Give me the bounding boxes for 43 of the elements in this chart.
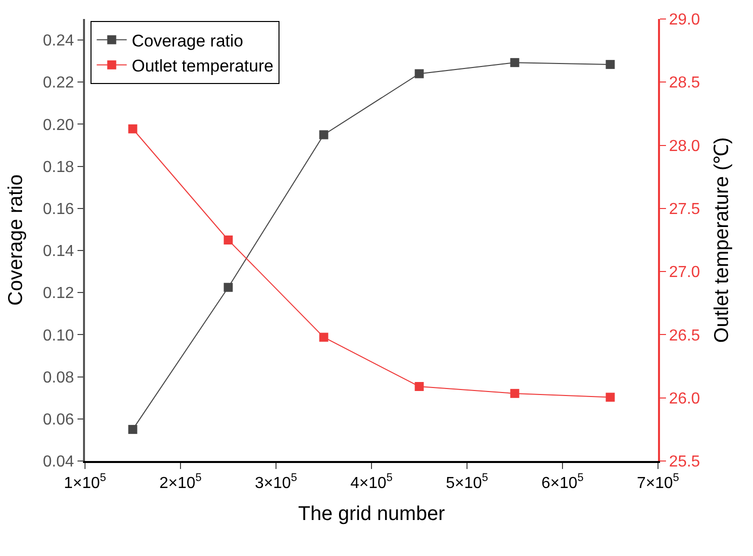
point: [510, 388, 520, 398]
legend-label: Coverage ratio: [132, 31, 244, 50]
y-tick-label: 0.22: [42, 74, 74, 92]
y-tick-label: 0.18: [42, 158, 74, 176]
point: [319, 130, 328, 140]
point: [414, 69, 424, 78]
y2-tick-label: 27.0: [668, 264, 700, 282]
x-tick-label: 6×10$^{5}$: [541, 472, 584, 492]
y-tick-label: 0.06: [42, 412, 74, 428]
point: [128, 124, 138, 134]
x-tick-label: 1×10$^{5}$: [64, 472, 106, 492]
x-tick-label: 7×10$^{5}$: [636, 472, 680, 492]
point: [224, 282, 233, 292]
y2-axis-title: Outlet temperature (℃): [711, 137, 734, 343]
point: [606, 392, 615, 402]
y-tick-label: 0.12: [42, 285, 74, 302]
y2-tick-label: 25.5: [668, 454, 700, 471]
point: [606, 60, 615, 69]
x-tick-label: 5×10$^{5}$: [446, 472, 488, 492]
y2-tick-label: 28.0: [668, 138, 700, 155]
point: [319, 332, 328, 342]
legend-label: Outlet temperature: [132, 56, 274, 76]
x-tick-label: 2×10$^{5}$: [159, 472, 202, 492]
point: [414, 382, 424, 391]
y2-tick-label: 26.0: [668, 390, 700, 408]
y-tick-label: 0.10: [42, 327, 74, 344]
point: [510, 58, 520, 68]
y-tick-label: 0.20: [42, 116, 74, 134]
y-tick-label: 0.14: [42, 243, 74, 260]
x-tick-label: 4×10$^{5}$: [350, 472, 393, 492]
y-axis-title: Coverage ratio: [4, 174, 27, 306]
x-tick-label: 3×10$^{5}$: [254, 472, 298, 492]
y2-tick-label: 27.5: [668, 201, 700, 218]
y-tick-label: 0.08: [42, 369, 74, 386]
y2-tick-label: 26.5: [668, 327, 700, 344]
point: [128, 424, 138, 434]
y-tick-label: 0.04: [42, 454, 74, 471]
point: [224, 236, 233, 244]
y2-tick-label: 28.5: [668, 74, 700, 92]
y-tick-label: 0.16: [42, 201, 74, 218]
x-axis-title: The grid number: [298, 502, 446, 525]
y-tick-label: 0.24: [42, 32, 74, 50]
y2-tick-label: 29.0: [668, 12, 700, 29]
